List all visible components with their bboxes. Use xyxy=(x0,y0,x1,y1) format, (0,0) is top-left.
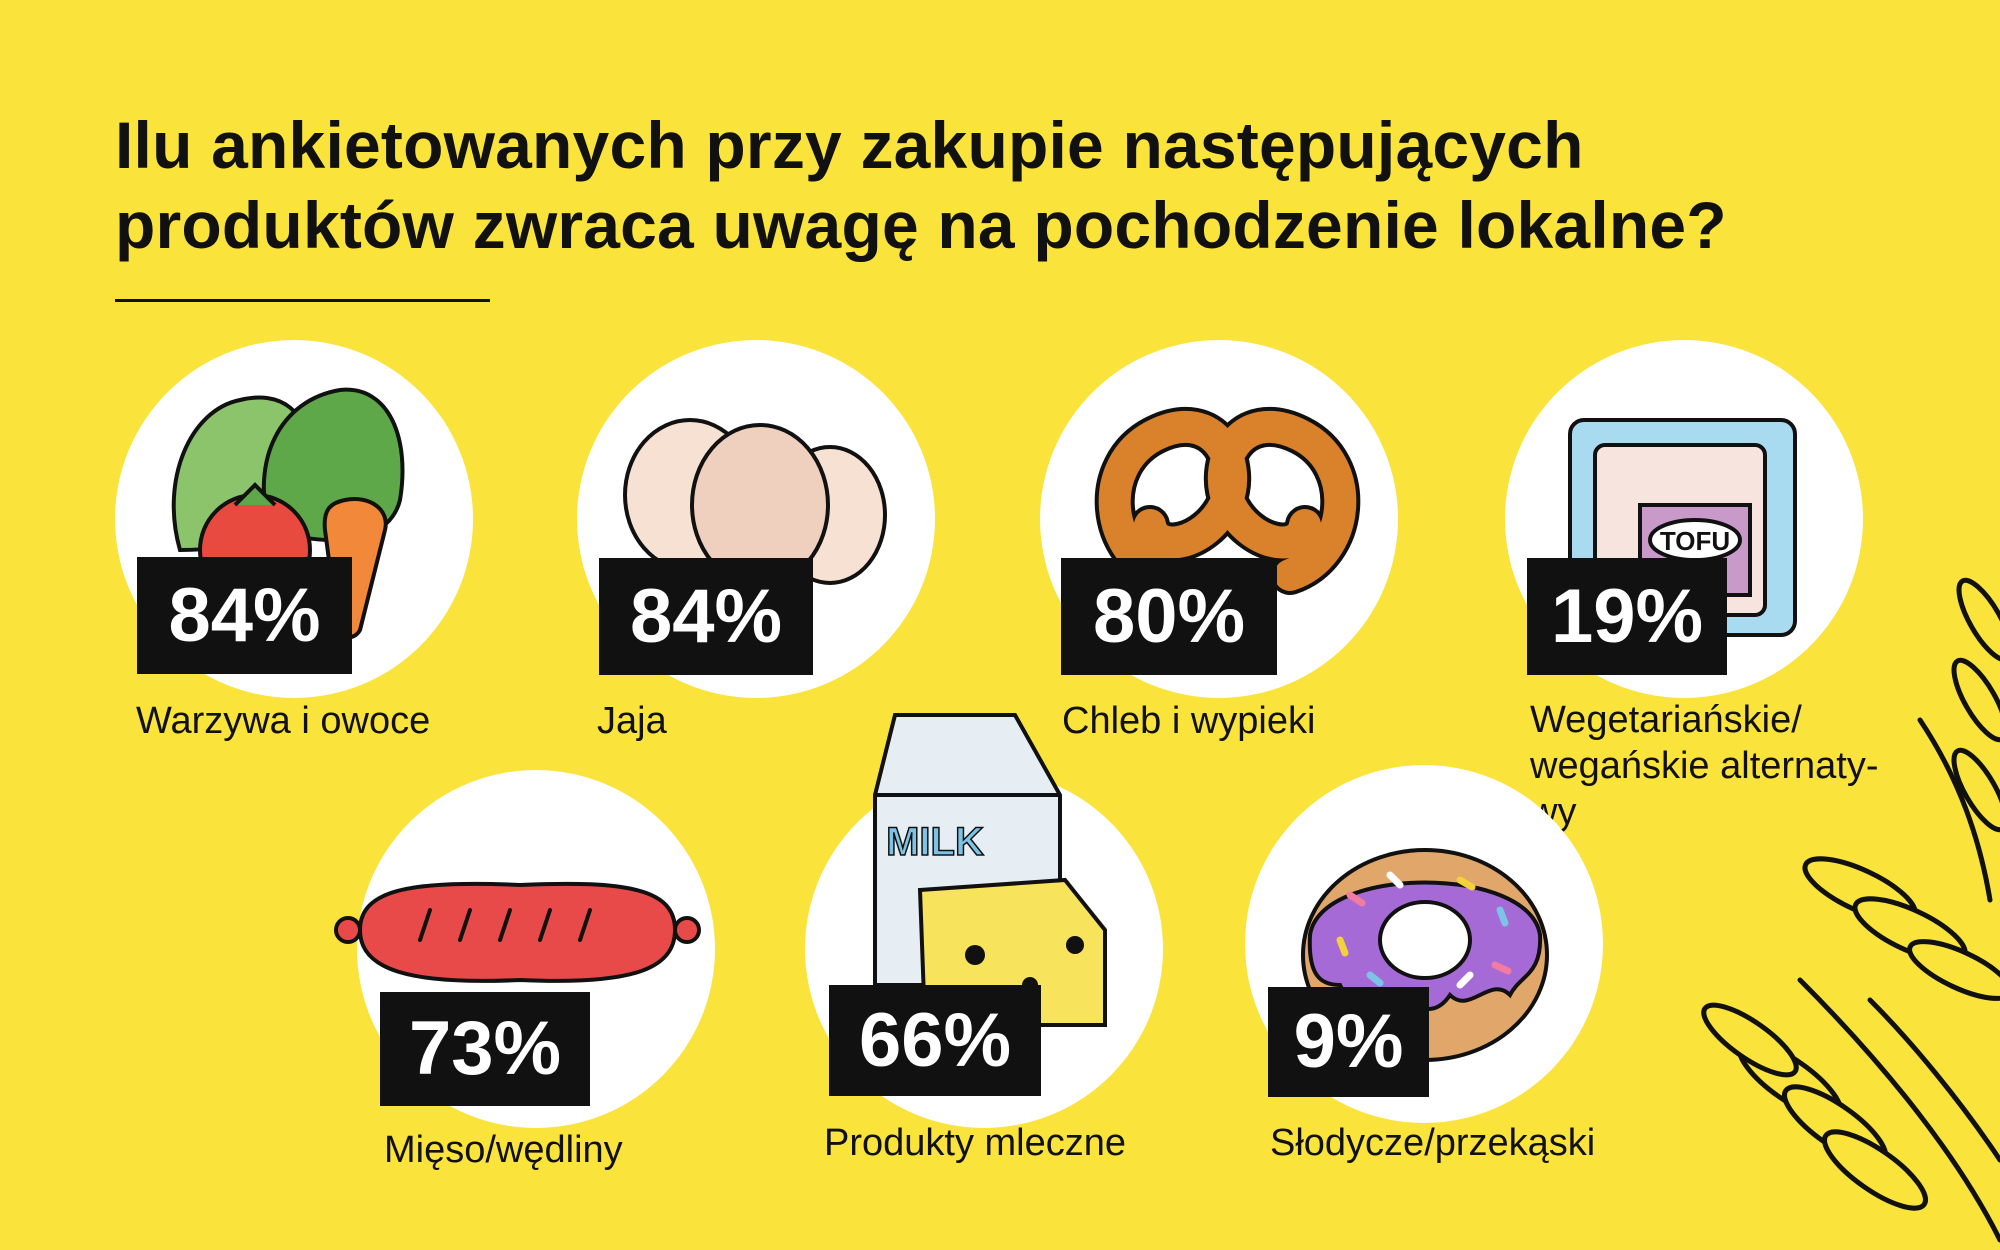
category-label-line: Słodycze/przekąski xyxy=(1270,1122,1596,1164)
category-label-line: Warzywa i owoce xyxy=(136,700,431,742)
category-label: Produkty mleczne xyxy=(824,1120,1126,1166)
category-label-line: wy xyxy=(1530,791,1577,833)
value-badge: 19% xyxy=(1527,558,1727,675)
pretzel-icon xyxy=(1094,407,1361,595)
title-line-1: Ilu ankietowanych przy zakupie następują… xyxy=(115,108,1584,182)
title-line-2: produktów zwraca uwagę na pochodzenie lo… xyxy=(115,188,1727,262)
value-label: 80% xyxy=(1092,574,1246,659)
value-badge: 9% xyxy=(1268,987,1429,1097)
value-badge: 84% xyxy=(137,557,352,674)
value-badge: 73% xyxy=(380,992,590,1106)
value-label: 66% xyxy=(858,998,1012,1083)
category-label-line: wegańskie alternaty- xyxy=(1530,745,1879,787)
category-label: Jaja xyxy=(597,698,667,744)
value-label: 84% xyxy=(629,574,783,659)
value-label: 19% xyxy=(1550,574,1704,659)
svg-text:MILK: MILK xyxy=(886,820,984,864)
category-label-line: Mięso/wędliny xyxy=(384,1129,623,1171)
category-label: Wegetariańskie/ wegańskie alternaty- wy xyxy=(1530,697,1950,835)
value-label: 73% xyxy=(408,1006,562,1091)
value-badge: 66% xyxy=(829,985,1041,1096)
category-label-line: Jaja xyxy=(597,700,667,742)
eggs-icon xyxy=(623,418,887,587)
value-label: 84% xyxy=(168,573,321,658)
wheat-decoration-icon xyxy=(1701,577,2000,1243)
title-divider xyxy=(115,299,490,302)
category-label: Warzywa i owoce xyxy=(136,698,430,744)
category-label-line: Wegetariańskie/ xyxy=(1530,699,1802,741)
value-badge: 84% xyxy=(599,558,813,675)
value-badge: 80% xyxy=(1061,558,1277,675)
svg-text:TOFU: TOFU xyxy=(1660,526,1730,556)
chart-title: Ilu ankietowanych przy zakupie następują… xyxy=(115,105,1935,265)
category-label: Słodycze/przekąski xyxy=(1270,1120,1595,1166)
value-label: 9% xyxy=(1293,999,1404,1084)
category-label-line: Produkty mleczne xyxy=(824,1122,1127,1164)
category-label: Chleb i wypieki xyxy=(1062,698,1315,744)
sausage-icon xyxy=(334,881,701,983)
category-label: Mięso/wędliny xyxy=(384,1127,623,1173)
category-label-line: Chleb i wypieki xyxy=(1062,700,1316,742)
